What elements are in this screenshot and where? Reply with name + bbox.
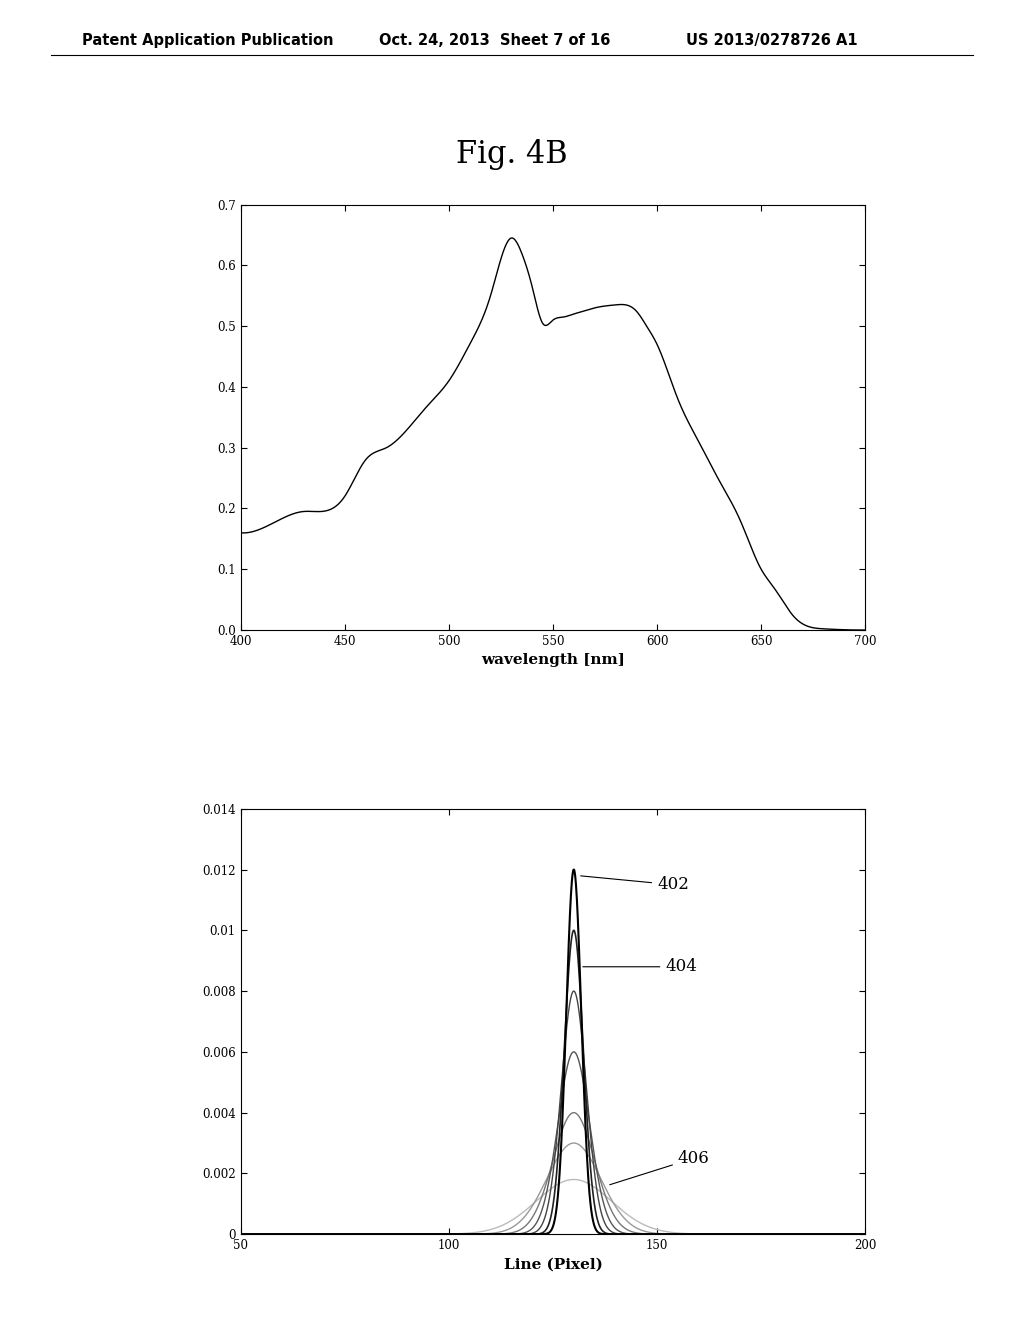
Text: Patent Application Publication: Patent Application Publication [82,33,334,48]
Text: US 2013/0278726 A1: US 2013/0278726 A1 [686,33,858,48]
Text: Fig. 4B: Fig. 4B [456,139,568,169]
Text: 402: 402 [581,876,689,894]
Text: Oct. 24, 2013  Sheet 7 of 16: Oct. 24, 2013 Sheet 7 of 16 [379,33,610,48]
X-axis label: Line (Pixel): Line (Pixel) [504,1258,602,1271]
Text: 406: 406 [609,1150,710,1185]
Text: 404: 404 [583,958,697,975]
X-axis label: wavelength [nm]: wavelength [nm] [481,653,625,668]
